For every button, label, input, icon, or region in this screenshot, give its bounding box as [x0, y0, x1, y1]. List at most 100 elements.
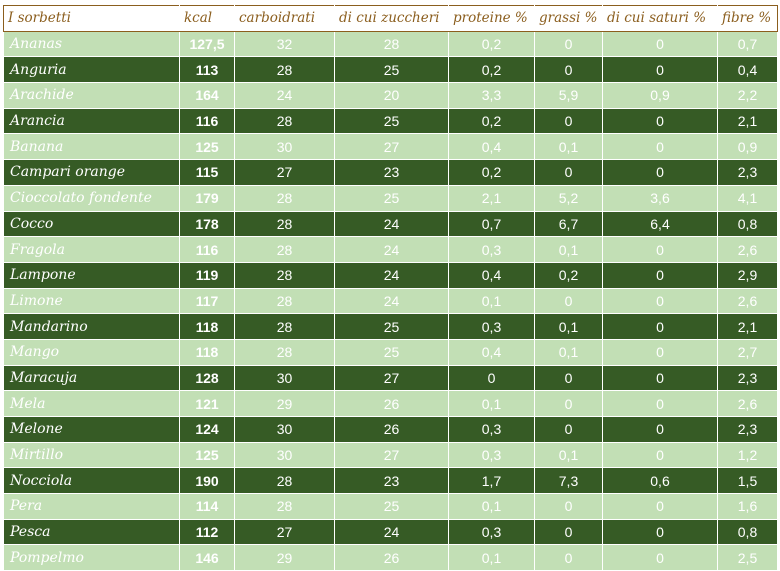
table-row: Banana 125 30 27 0,4 0,1 0 0,9 [3, 133, 778, 161]
cell-name: Mandarino [3, 313, 180, 340]
cell-name: Cioccolato fondente [3, 184, 180, 212]
table-row: Pesca 112 27 24 0,3 0 0 0,8 [3, 518, 778, 546]
cell-carboidrati: 27 [234, 518, 335, 546]
cell-proteine: 1,7 [448, 467, 535, 495]
header-carboidrati: carboidrati [234, 5, 335, 32]
cell-saturi: 0 [602, 287, 718, 315]
cell-saturi: 0,6 [602, 467, 718, 495]
cell-kcal: 118 [179, 313, 235, 340]
cell-proteine: 0,2 [448, 107, 535, 135]
table-row: Arachide 164 24 20 3,3 5,9 0,9 2,2 [3, 82, 778, 109]
cell-zuccheri: 27 [334, 441, 449, 469]
table-row: Nocciola 190 28 23 1,7 7,3 0,6 1,5 [3, 467, 778, 495]
cell-kcal: 112 [179, 518, 235, 546]
cell-grassi: 0 [534, 287, 603, 315]
cell-carboidrati: 28 [234, 107, 335, 135]
cell-zuccheri: 25 [334, 56, 449, 84]
cell-kcal: 113 [179, 56, 235, 84]
cell-saturi: 0 [602, 107, 718, 135]
table-row: Lampone 119 28 24 0,4 0,2 0 2,9 [3, 261, 778, 289]
cell-zuccheri: 23 [334, 159, 449, 186]
cell-fibre: 2,5 [717, 544, 778, 571]
cell-zuccheri: 20 [334, 82, 449, 109]
cell-carboidrati: 28 [234, 313, 335, 340]
cell-carboidrati: 24 [234, 82, 335, 109]
table-row: Ananas 127,5 32 28 0,2 0 0 0,7 [3, 30, 778, 58]
table-row: Cocco 178 28 24 0,7 6,7 6,4 0,8 [3, 210, 778, 238]
cell-name: Cocco [3, 210, 180, 238]
table-row: Fragola 116 28 24 0,3 0,1 0 2,6 [3, 236, 778, 263]
cell-kcal: 116 [179, 236, 235, 263]
cell-carboidrati: 28 [234, 287, 335, 315]
cell-saturi: 0 [602, 364, 718, 392]
cell-kcal: 116 [179, 107, 235, 135]
cell-kcal: 127,5 [179, 30, 235, 58]
cell-carboidrati: 28 [234, 261, 335, 289]
cell-carboidrati: 28 [234, 210, 335, 238]
cell-proteine: 0,1 [448, 287, 535, 315]
table-row: Mirtillo 125 30 27 0,3 0,1 0 1,2 [3, 441, 778, 469]
cell-saturi: 0 [602, 441, 718, 469]
cell-grassi: 0,1 [534, 441, 603, 469]
cell-proteine: 0,1 [448, 493, 535, 520]
cell-grassi: 7,3 [534, 467, 603, 495]
cell-proteine: 0,4 [448, 133, 535, 161]
cell-saturi: 0 [602, 544, 718, 571]
cell-kcal: 128 [179, 364, 235, 392]
cell-name: Pera [3, 493, 180, 520]
cell-kcal: 115 [179, 159, 235, 186]
header-grassi: grassi % [534, 5, 603, 32]
cell-name: Mirtillo [3, 441, 180, 469]
cell-zuccheri: 24 [334, 287, 449, 315]
cell-kcal: 121 [179, 390, 235, 417]
cell-fibre: 0,8 [717, 518, 778, 546]
cell-grassi: 0,2 [534, 261, 603, 289]
cell-fibre: 0,7 [717, 30, 778, 58]
cell-name: Mango [3, 338, 180, 366]
cell-kcal: 190 [179, 467, 235, 495]
cell-name: Campari orange [3, 159, 180, 186]
cell-zuccheri: 27 [334, 133, 449, 161]
cell-grassi: 0 [534, 56, 603, 84]
table-row: Melone 124 30 26 0,3 0 0 2,3 [3, 416, 778, 443]
cell-grassi: 0 [534, 30, 603, 58]
cell-carboidrati: 29 [234, 390, 335, 417]
cell-name: Ananas [3, 30, 180, 58]
cell-fibre: 0,9 [717, 133, 778, 161]
header-name: I sorbetti [3, 5, 180, 32]
cell-carboidrati: 30 [234, 441, 335, 469]
cell-carboidrati: 28 [234, 236, 335, 263]
cell-saturi: 0 [602, 313, 718, 340]
cell-fibre: 2,6 [717, 287, 778, 315]
cell-fibre: 2,3 [717, 364, 778, 392]
cell-fibre: 1,5 [717, 467, 778, 495]
cell-name: Pesca [3, 518, 180, 546]
cell-carboidrati: 30 [234, 364, 335, 392]
header-fibre: fibre % [717, 5, 778, 32]
cell-proteine: 2,1 [448, 184, 535, 212]
cell-zuccheri: 25 [334, 184, 449, 212]
cell-zuccheri: 23 [334, 467, 449, 495]
cell-name: Anguria [3, 56, 180, 84]
cell-zuccheri: 25 [334, 107, 449, 135]
cell-grassi: 0 [534, 518, 603, 546]
cell-carboidrati: 27 [234, 159, 335, 186]
cell-saturi: 0 [602, 261, 718, 289]
cell-saturi: 0,9 [602, 82, 718, 109]
cell-proteine: 0,3 [448, 416, 535, 443]
cell-saturi: 0 [602, 338, 718, 366]
cell-zuccheri: 25 [334, 338, 449, 366]
cell-fibre: 2,6 [717, 390, 778, 417]
cell-zuccheri: 24 [334, 261, 449, 289]
table-row: Pompelmo 146 29 26 0,1 0 0 2,5 [3, 544, 778, 571]
cell-fibre: 1,2 [717, 441, 778, 469]
cell-zuccheri: 28 [334, 30, 449, 58]
cell-fibre: 0,8 [717, 210, 778, 238]
cell-grassi: 6,7 [534, 210, 603, 238]
header-proteine: proteine % [448, 5, 535, 32]
cell-carboidrati: 28 [234, 184, 335, 212]
cell-proteine: 0,1 [448, 544, 535, 571]
cell-zuccheri: 25 [334, 313, 449, 340]
cell-proteine: 0,3 [448, 518, 535, 546]
cell-name: Mela [3, 390, 180, 417]
